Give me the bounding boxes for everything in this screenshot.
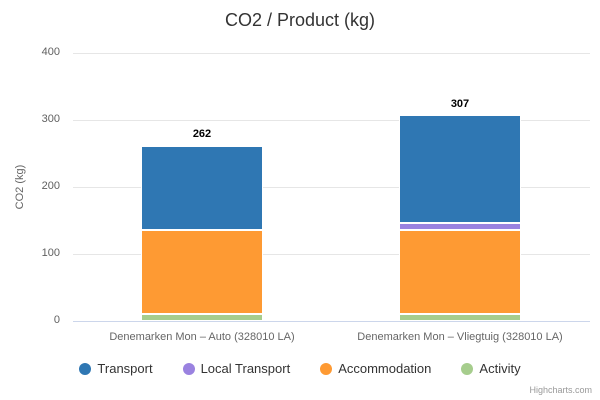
bar-segment-activity[interactable] — [399, 314, 521, 321]
legend-item-label: Activity — [479, 361, 521, 376]
legend-item-activity[interactable]: Activity — [461, 361, 521, 376]
bar-segment-activity[interactable] — [141, 314, 263, 321]
bar-segment-accommodation[interactable] — [141, 229, 263, 315]
gridline — [73, 187, 590, 188]
legend-item-accommodation[interactable]: Accommodation — [320, 361, 431, 376]
y-axis-label: 300 — [41, 113, 60, 125]
legend-item-label: Local Transport — [200, 361, 291, 376]
bar-segment-transport[interactable] — [141, 145, 263, 230]
y-axis-label: 200 — [41, 180, 60, 192]
bar-segment-local-transport[interactable] — [399, 223, 521, 230]
legend-marker-icon — [320, 362, 333, 375]
gridline — [73, 53, 590, 54]
legend-marker-icon — [182, 362, 195, 375]
chart-title: CO2 / Product (kg) — [224, 10, 376, 30]
bar-segment-transport[interactable] — [399, 115, 521, 224]
gridline — [73, 120, 590, 121]
bar-total-label: 307 — [450, 98, 470, 111]
y-axis-label: 0 — [53, 314, 60, 326]
y-axis-label: 400 — [41, 46, 60, 58]
plot-area — [73, 53, 590, 322]
bar-segment-accommodation[interactable] — [399, 229, 521, 315]
bar-total-label: 262 — [192, 128, 212, 141]
legend-item-label: Transport — [97, 361, 153, 376]
y-axis-label: 100 — [41, 247, 60, 259]
legend-item-local-transport[interactable]: Local Transport — [182, 361, 291, 376]
gridline — [73, 254, 590, 255]
legend-marker-icon — [461, 362, 474, 375]
highcharts-credits-link[interactable]: Highcharts.com — [529, 385, 592, 395]
legend-marker-icon — [79, 362, 92, 375]
x-axis-label: Denemarken Mon – Auto (328010 LA) — [109, 331, 295, 343]
legend: Transport Local Transport Accommodation Act… — [0, 361, 600, 376]
legend-item-transport[interactable]: Transport — [79, 361, 153, 376]
x-axis-label: Denemarken Mon – Vliegtuig (328010 LA) — [357, 331, 563, 343]
legend-item-label: Accommodation — [338, 361, 432, 376]
bar-denemarken-mon-auto-328010-la- — [141, 145, 263, 321]
bar-denemarken-mon-vliegtuig-328010-la- — [399, 115, 521, 321]
